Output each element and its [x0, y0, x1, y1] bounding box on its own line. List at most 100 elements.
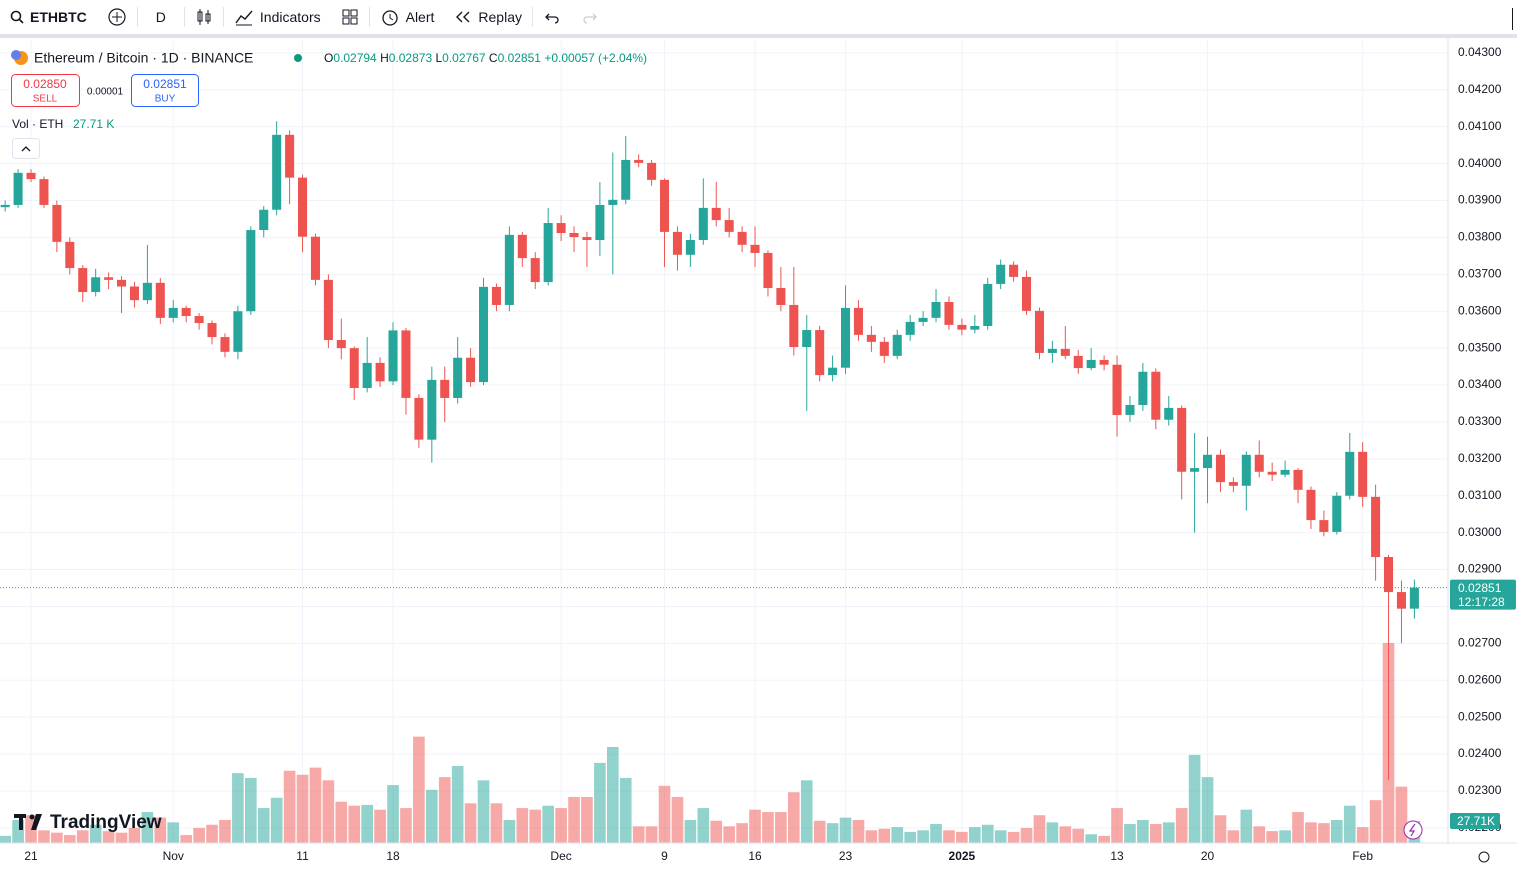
candle-body [65, 241, 75, 269]
volume-bar [684, 819, 697, 843]
candle-body [828, 367, 838, 376]
volume-bar [1356, 827, 1369, 843]
toolbar: ETHBTC D Indicators Alert Replay [0, 0, 1517, 38]
lightning-button[interactable] [1403, 820, 1423, 840]
candle-body [647, 162, 657, 180]
volume-bar [632, 826, 645, 843]
ohlc-key: C [489, 51, 498, 65]
volume-bar [723, 826, 735, 843]
volume-bar [167, 822, 180, 843]
candle-body [660, 179, 670, 232]
volume-bar [1098, 835, 1110, 843]
candle-body [1099, 359, 1109, 365]
volume-bar [477, 780, 490, 843]
x-tick-label: 9 [661, 849, 668, 863]
sell-label: SELL [33, 94, 58, 105]
layouts-button[interactable] [331, 2, 369, 32]
volume-bar [1240, 809, 1253, 843]
volume-bar [891, 827, 904, 843]
replay-button[interactable]: Replay [444, 2, 532, 32]
alert-button[interactable]: Alert [370, 2, 445, 32]
candle-body [427, 379, 437, 440]
compare-button[interactable] [97, 2, 137, 32]
volume-bar [1007, 831, 1020, 843]
volume-bar [387, 785, 399, 843]
volume-bar [1395, 786, 1408, 843]
sell-price: 0.02850 [23, 77, 67, 91]
volume-bar [956, 831, 968, 843]
candle-body [892, 334, 902, 356]
edge-marker [1512, 8, 1513, 30]
candle-body [802, 330, 812, 348]
volume-bar [1059, 826, 1072, 843]
candle-body [388, 330, 398, 382]
x-tick-label: 18 [386, 849, 400, 863]
candle-body [724, 220, 734, 232]
symbol-search[interactable]: ETHBTC [0, 2, 97, 32]
volume-bar [516, 808, 529, 843]
volume-bar [322, 780, 335, 843]
candle-body [634, 159, 644, 163]
candle-body [815, 330, 825, 376]
volume-bar [555, 808, 567, 843]
volume-bar [697, 808, 710, 843]
indicators-button[interactable]: Indicators [224, 2, 331, 32]
y-tick-label: 0.02400 [1458, 746, 1502, 760]
candle-body [1241, 454, 1251, 486]
undo-button[interactable] [533, 2, 571, 32]
volume-bar [1149, 823, 1162, 843]
volume-bar [38, 830, 50, 843]
x-tick-label: 13 [1110, 849, 1124, 863]
x-tick-label: 16 [748, 849, 762, 863]
x-tick-label: 11 [296, 849, 309, 863]
candle-body [375, 362, 385, 382]
volume-bar [503, 819, 516, 843]
candle-body [853, 307, 863, 335]
candle-body [401, 330, 411, 398]
volume-bar [1046, 822, 1059, 843]
buy-button[interactable] [131, 74, 199, 107]
sell-button[interactable] [11, 74, 80, 107]
volume-bar [930, 823, 942, 843]
ohlc-value: 0.02873 [389, 51, 433, 65]
volume-bar [865, 830, 878, 843]
redo-button[interactable] [571, 2, 609, 32]
volume-bar [1020, 827, 1033, 843]
candle-body [194, 316, 204, 324]
volume-bar [1162, 822, 1175, 843]
x-tick-label: 20 [1201, 849, 1215, 863]
volume-bar [335, 801, 348, 843]
candle-body [685, 240, 695, 255]
y-tick-label: 0.02700 [1458, 636, 1502, 650]
lightning-icon [1408, 823, 1416, 837]
volume-bar [710, 820, 723, 843]
settings-icon[interactable] [1478, 851, 1490, 863]
volume-bar [154, 817, 167, 843]
collapse-button[interactable] [12, 138, 40, 159]
candle-body [310, 236, 320, 280]
volume-bar [658, 785, 671, 843]
y-tick-label: 0.02900 [1458, 562, 1502, 576]
volume-bar [283, 770, 296, 843]
redo-icon [583, 13, 597, 24]
candle-body [1073, 355, 1083, 369]
y-tick-label: 0.04000 [1458, 156, 1502, 170]
price-axis-bg [1448, 38, 1517, 871]
volume-bar [968, 827, 981, 843]
y-tick-label: 0.03500 [1458, 340, 1502, 354]
buy-label: BUY [155, 94, 176, 105]
candle-body [1125, 404, 1135, 415]
volume-tag [1450, 813, 1500, 830]
candle-body [776, 287, 786, 305]
separator [532, 7, 533, 27]
candle-body [1319, 520, 1329, 532]
chart-type-button[interactable] [185, 2, 223, 32]
candle-body [737, 231, 747, 245]
candle-body [556, 223, 566, 234]
candle-body [1280, 469, 1290, 475]
volume-bar [775, 812, 787, 843]
volume-bar [1111, 808, 1123, 843]
interval-button[interactable]: D [138, 2, 184, 32]
